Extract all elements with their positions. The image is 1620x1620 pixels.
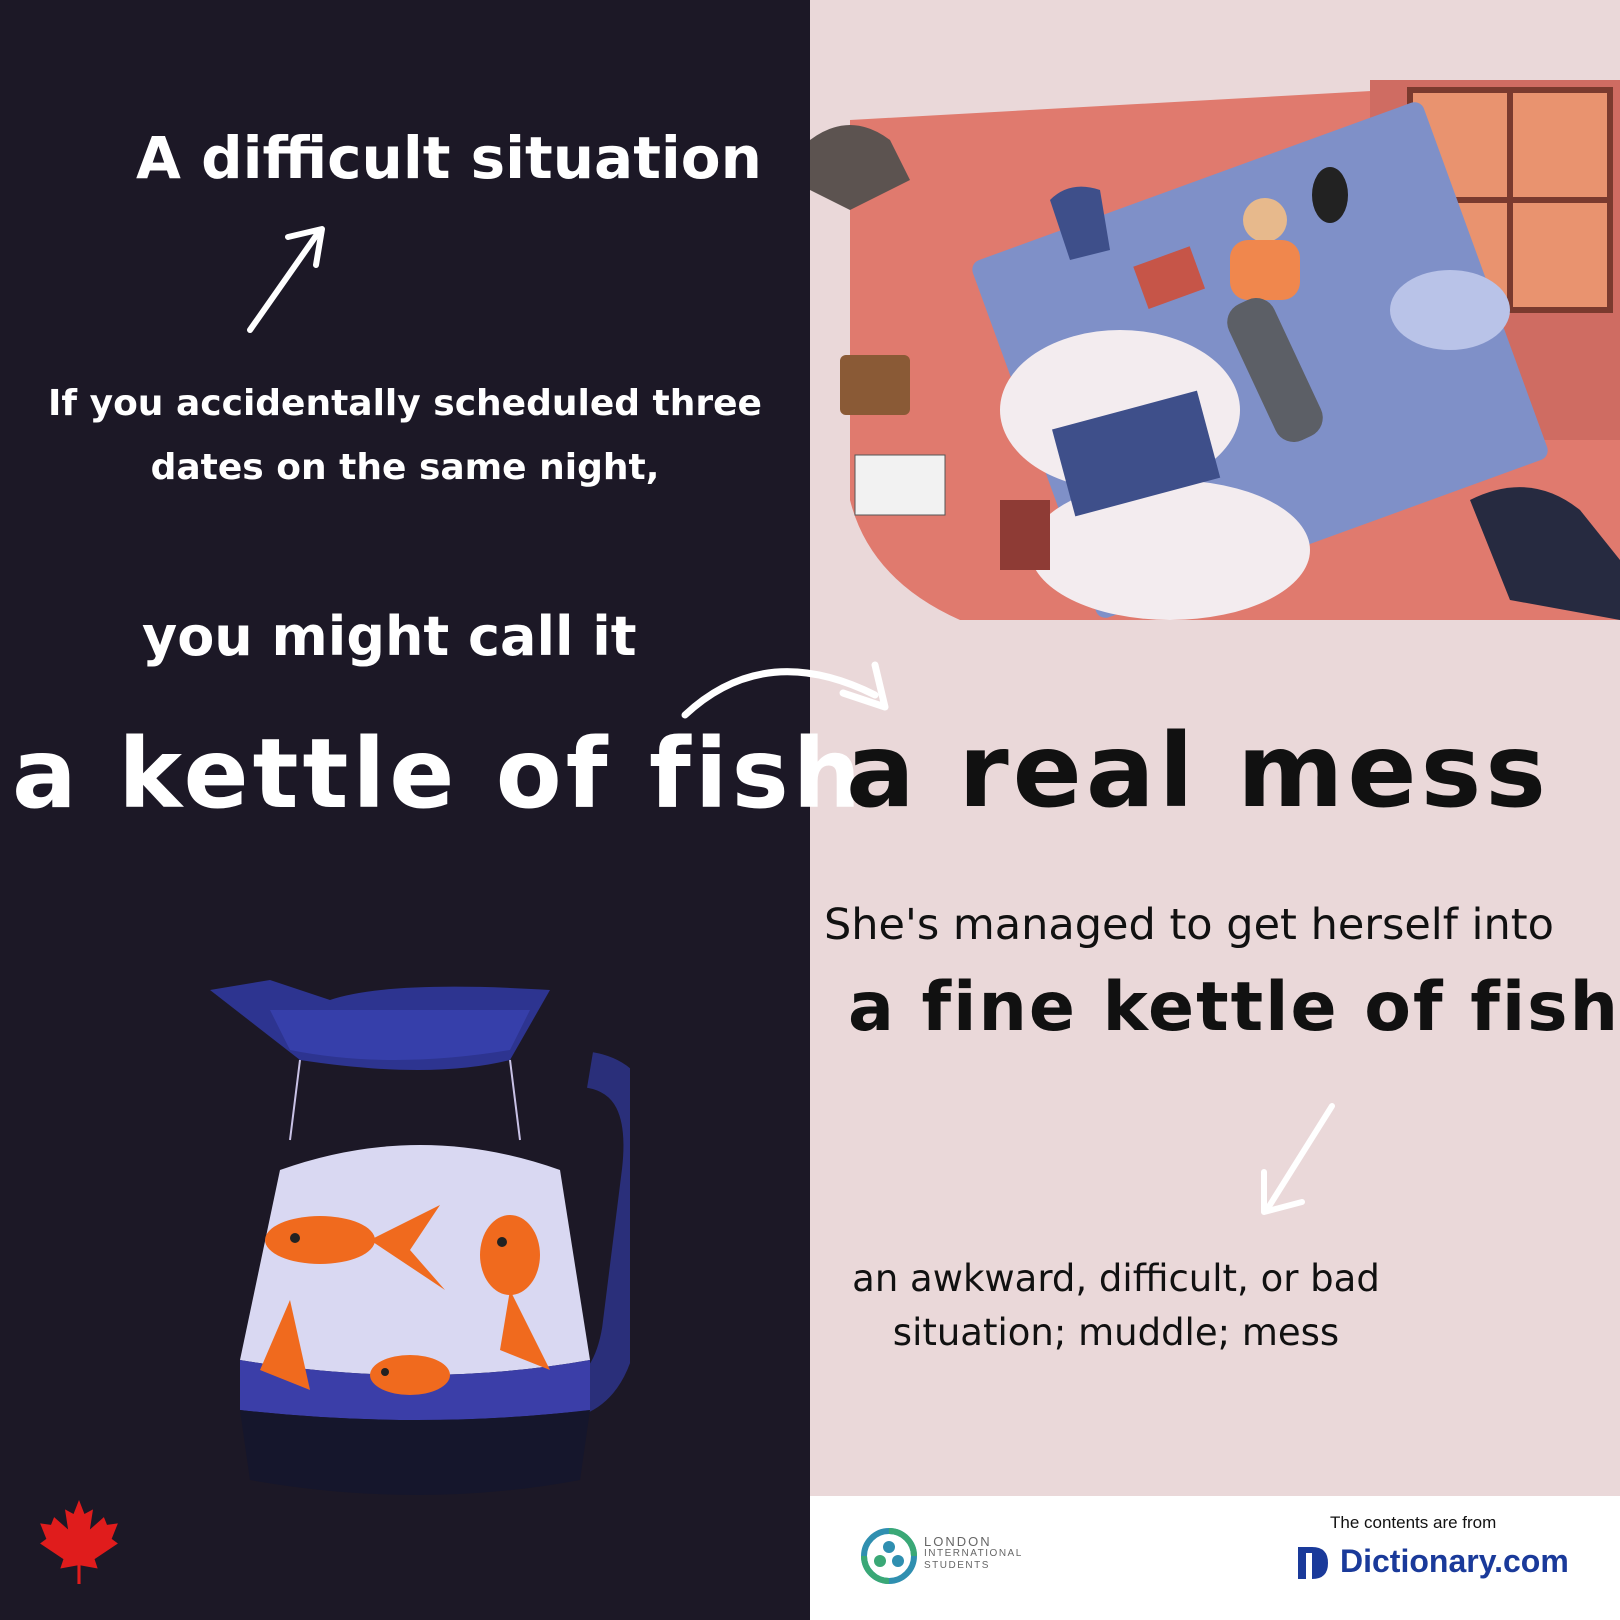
kettle-illustration xyxy=(210,980,630,1495)
meaning-text: a real mess xyxy=(846,712,1551,831)
maple-leaf-icon xyxy=(40,1500,118,1584)
footer xyxy=(810,1496,1620,1620)
example-line-2: a fine kettle of fish! xyxy=(848,968,1620,1047)
credit-text: The contents are from xyxy=(1330,1513,1497,1532)
idiom-text: a kettle of fish xyxy=(12,718,866,830)
definition-text: an awkward, difficult, or bad situation;… xyxy=(852,1257,1380,1354)
source-name: Dictionary.com xyxy=(1340,1543,1569,1579)
org-name-line-1: LONDON xyxy=(924,1534,992,1549)
org-name-line-2: INTERNATIONAL xyxy=(924,1548,1023,1559)
lead-in-text: you might call it xyxy=(142,605,637,668)
org-name-line-3: STUDENTS xyxy=(924,1560,990,1571)
example-line-1: She's managed to get herself into xyxy=(824,900,1554,950)
org-name: LONDON INTERNATIONAL STUDENTS xyxy=(924,1534,1023,1572)
arrow-icon xyxy=(247,226,325,333)
bedroom-illustration xyxy=(810,80,1620,620)
dictionary-logo-icon xyxy=(1298,1547,1328,1579)
headline: A difficult situation xyxy=(136,124,762,192)
london-international-students-logo-icon xyxy=(861,1528,917,1584)
context-text: If you accidentally scheduled three date… xyxy=(48,383,762,488)
arrow-icon xyxy=(681,661,889,719)
arrow-icon xyxy=(1261,1103,1335,1215)
